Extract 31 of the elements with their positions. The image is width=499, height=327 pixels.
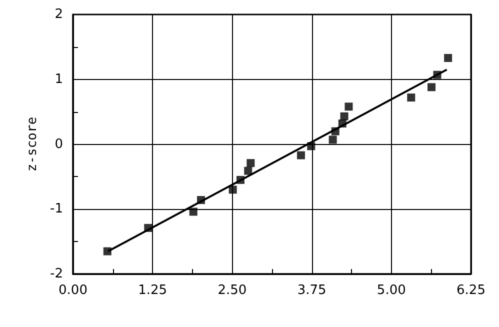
point bbox=[328, 136, 337, 144]
x-tick-label: 3.75 bbox=[297, 283, 326, 298]
x-tick-label: 1.25 bbox=[138, 283, 168, 298]
x-tick-label: 0.00 bbox=[58, 283, 88, 298]
point bbox=[331, 127, 340, 136]
point bbox=[189, 208, 198, 216]
point bbox=[144, 224, 152, 232]
point bbox=[296, 151, 305, 160]
x-tick-label: 5.00 bbox=[376, 283, 406, 298]
y-tick-label: -2 bbox=[50, 266, 63, 282]
point bbox=[444, 54, 452, 62]
point bbox=[433, 70, 442, 79]
x-tick-label: 6.25 bbox=[456, 283, 486, 298]
point bbox=[246, 159, 255, 168]
point bbox=[307, 142, 316, 150]
point bbox=[244, 166, 252, 175]
y-tick-label: 2 bbox=[54, 7, 63, 22]
point bbox=[340, 112, 348, 120]
point bbox=[428, 83, 436, 92]
point bbox=[338, 119, 346, 128]
point bbox=[228, 186, 237, 194]
y-tick-label: -1 bbox=[50, 202, 63, 217]
point bbox=[407, 94, 416, 102]
y-tick-label: 0 bbox=[54, 136, 63, 152]
point bbox=[103, 247, 112, 256]
x-tick-label: 2.50 bbox=[218, 283, 247, 298]
point bbox=[344, 102, 353, 111]
y-axis-title: z-score bbox=[25, 116, 40, 172]
point bbox=[236, 176, 244, 184]
point bbox=[196, 196, 205, 204]
y-tick-label: 1 bbox=[54, 72, 63, 87]
